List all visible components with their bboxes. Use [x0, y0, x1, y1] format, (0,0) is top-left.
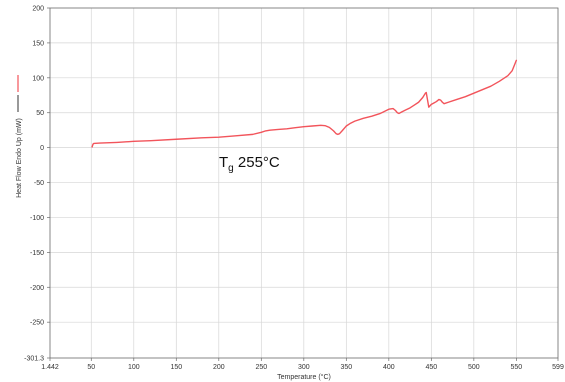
y-tick-label: -200: [30, 285, 44, 292]
x-tick-label: 50: [87, 364, 95, 371]
tg-annotation-value: 255°C: [234, 154, 280, 171]
series-line: [91, 59, 518, 148]
x-tick-label: 500: [468, 364, 480, 371]
y-tick-label: -250: [30, 320, 44, 327]
y-tick-label: -100: [30, 215, 44, 222]
x-tick-label: 100: [128, 364, 140, 371]
x-tick-label: 1.442: [41, 364, 59, 371]
tg-annotation-subscript: g: [228, 163, 234, 174]
x-tick-label: 300: [298, 364, 310, 371]
y-axis: 200 150 100 50 0 -50 -100 -150 -200 -250 -301.3: [24, 6, 50, 363]
tg-annotation: Tg 255°C: [219, 154, 280, 174]
series-group: [91, 59, 518, 148]
x-tick-label: 200: [213, 364, 225, 371]
x-tick-label: 150: [170, 364, 182, 371]
x-axis: 1.442 50 100 150 200 250 300 350 400 450 500 550 599: [41, 358, 564, 371]
x-tick-label: 350: [340, 364, 352, 371]
x-tick-label: 450: [425, 364, 437, 371]
y-axis-label: Heat Flow Endo Up (mW): [16, 118, 23, 198]
y-tick-label: -50: [34, 180, 44, 187]
x-tick-label: 250: [255, 364, 267, 371]
x-axis-label: Temperature (°C): [277, 373, 331, 381]
y-tick-label: -150: [30, 250, 44, 257]
y-tick-label: 200: [32, 6, 44, 13]
x-tick-label: 599: [552, 364, 564, 371]
y-tick-label: 0: [40, 145, 44, 152]
grid: [50, 8, 558, 358]
y-tick-label: -301.3: [24, 356, 44, 363]
y-tick-label: 100: [32, 75, 44, 82]
x-tick-label: 400: [383, 364, 395, 371]
y-tick-label: 50: [36, 110, 44, 117]
y-tick-label: 150: [32, 40, 44, 47]
tg-annotation-main: T: [219, 154, 228, 171]
x-tick-label: 550: [511, 364, 523, 371]
